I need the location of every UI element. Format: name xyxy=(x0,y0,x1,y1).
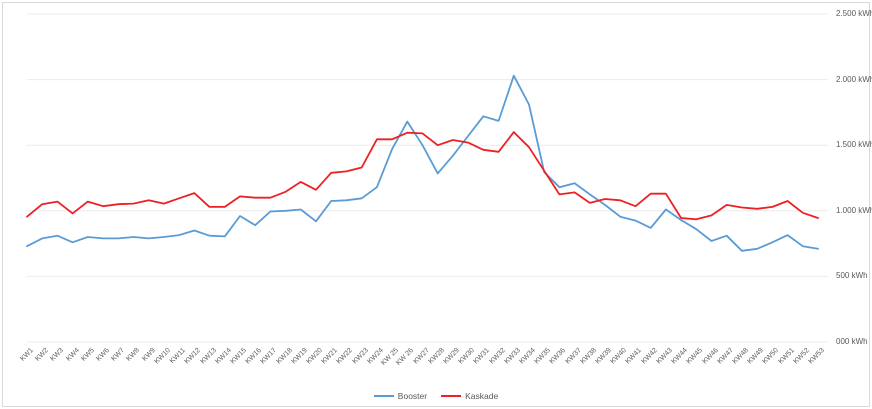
y-tick-label: 1.500 kWh xyxy=(836,140,872,150)
legend-item-booster[interactable]: Booster xyxy=(373,391,428,401)
y-tick-label: 000 kWh xyxy=(836,337,868,346)
y-tick-label: 500 kWh xyxy=(836,271,868,281)
series-line-kaskade[interactable] xyxy=(26,131,819,221)
y-tick-label: 2.000 kWh xyxy=(836,74,872,84)
legend: Booster Kaskade xyxy=(0,388,872,404)
y-tick-label: 2.500 kWh xyxy=(836,9,872,18)
legend-item-kaskade[interactable]: Kaskade xyxy=(441,391,498,401)
legend-label-kaskade: Kaskade xyxy=(465,391,499,401)
booster-line-swatch xyxy=(373,395,394,397)
series-line-booster[interactable] xyxy=(26,74,819,252)
y-tick-label: 1.000 kWh xyxy=(836,205,872,215)
legend-label-booster: Booster xyxy=(397,391,428,401)
kaskade-line-swatch xyxy=(441,395,462,397)
